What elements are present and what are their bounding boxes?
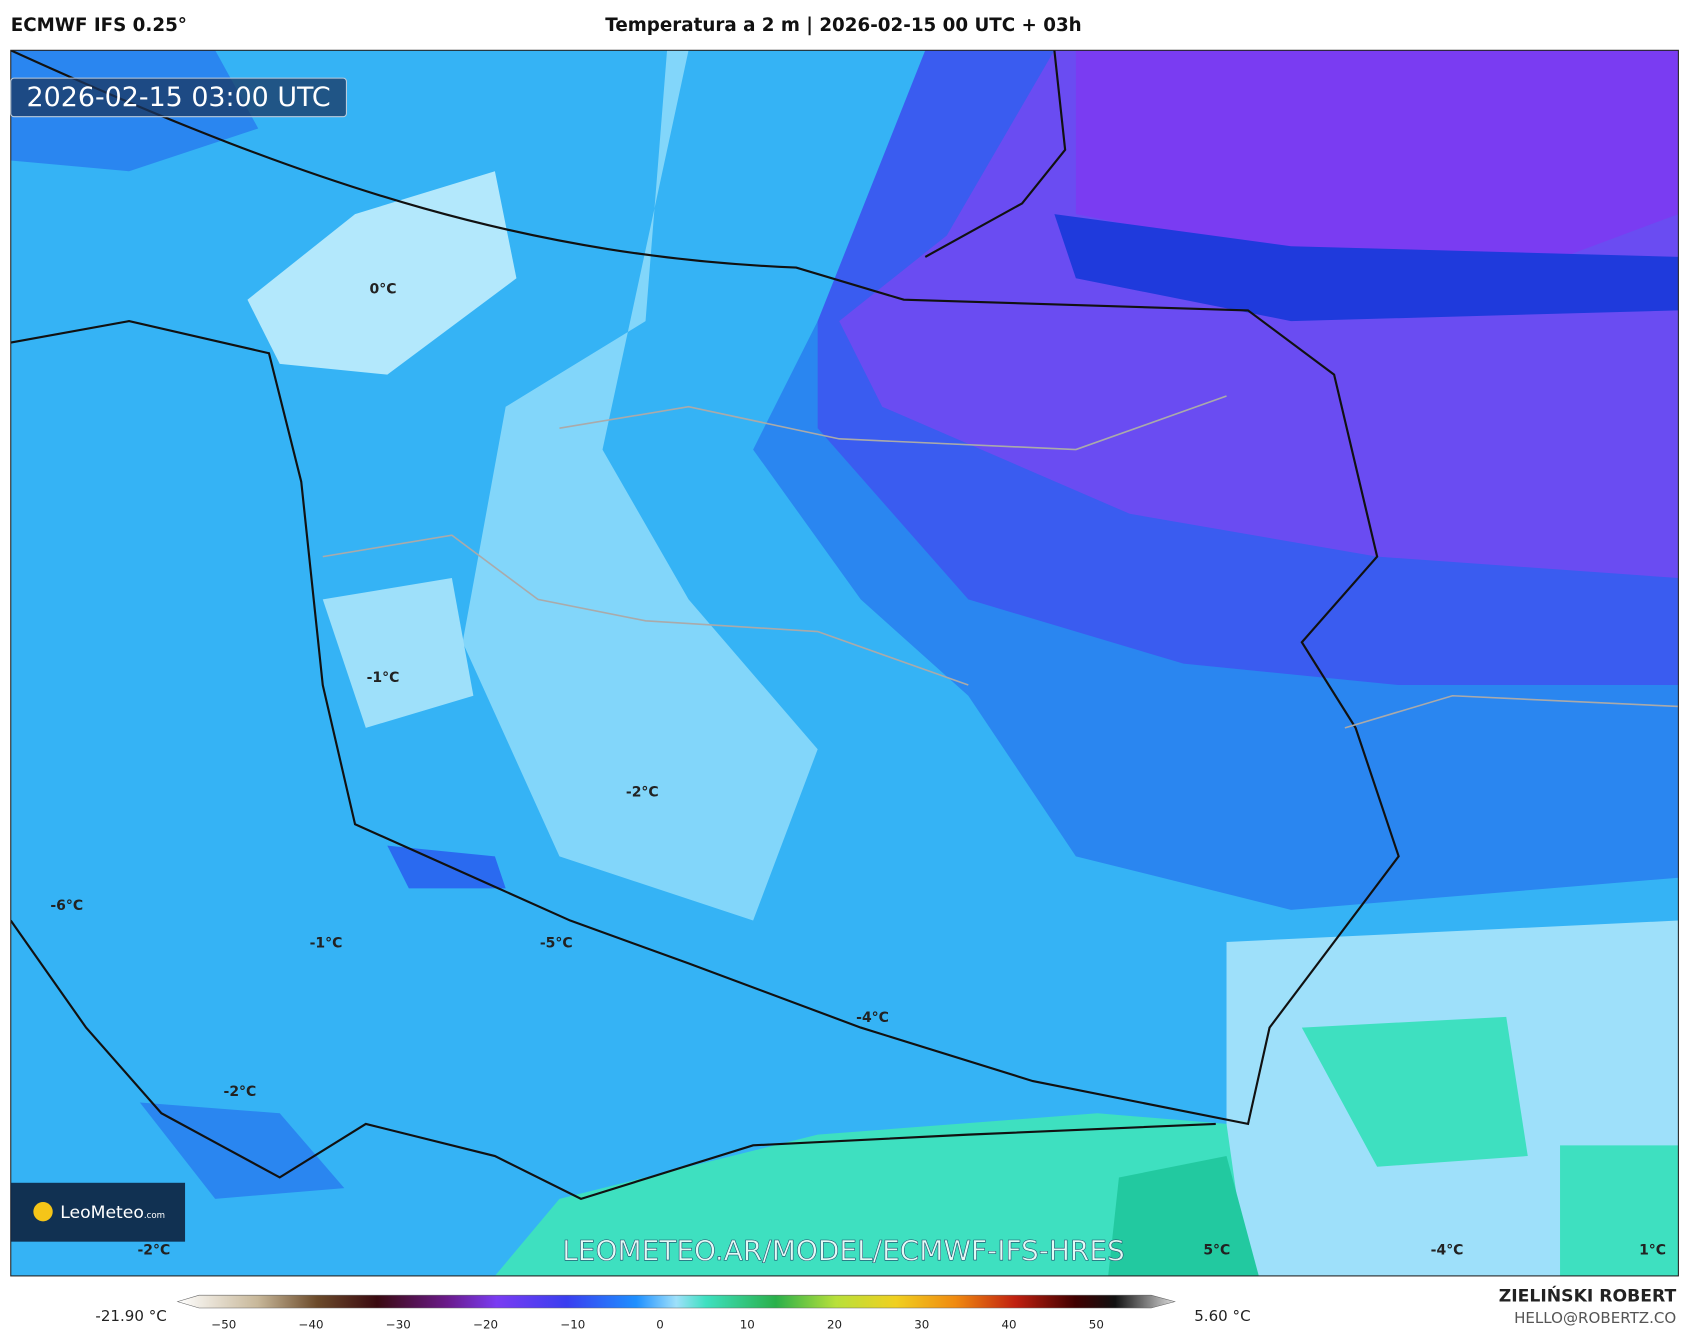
colorbar-min: -21.90 °C [95, 1307, 166, 1325]
colorbar-tick: 0 [656, 1317, 664, 1331]
colorbar-tick: 50 [1089, 1317, 1104, 1331]
colorbar-tick: 40 [1002, 1317, 1017, 1331]
colorbar-tick: 20 [827, 1317, 842, 1331]
contour-label: -5°C [540, 935, 573, 951]
contour-label: -6°C [50, 898, 83, 914]
colorbar-tick: 30 [914, 1317, 929, 1331]
contour-label: -2°C [224, 1084, 257, 1100]
map [10, 50, 1679, 1276]
timestamp-box [10, 77, 347, 118]
colorbar-tick: 10 [740, 1317, 755, 1331]
contour-label: -1°C [310, 935, 343, 951]
contact: HELLO@ROBERTZ.CO [1514, 1309, 1676, 1327]
model: ECMWF IFS 0.25° [11, 15, 187, 36]
colorbar [176, 1294, 1176, 1309]
contour-label: -2°C [626, 784, 659, 800]
colorbar-tick: −20 [473, 1317, 498, 1331]
contour-label: 0°C [370, 281, 397, 297]
logo-sun [33, 1202, 53, 1222]
contour-label: -4°C [1431, 1243, 1464, 1259]
contour-label: 1°C [1639, 1243, 1666, 1259]
watermark: LEOMETEO.AR/MODEL/ECMWF-IFS-HRES [562, 1234, 1125, 1267]
contour-label: 5°C [1203, 1243, 1230, 1259]
contour-label: -2°C [137, 1243, 170, 1259]
colorbar-ticks: −50 −40 −30 −20 −10 0 10 20 30 40 50 [211, 1317, 1104, 1331]
title: Temperatura a 2 m | 2026-02-15 00 UTC + … [605, 15, 1081, 36]
timestamp: 2026-02-15 03:00 UTC [27, 82, 331, 113]
logo: LeoMeteo.com [60, 1203, 165, 1223]
colorbar-tick: −30 [386, 1317, 411, 1331]
colorbar-tick: −10 [560, 1317, 585, 1331]
colorbar-max: 5.60 °C [1194, 1307, 1250, 1325]
contour-label: -1°C [367, 670, 400, 686]
contour-label: -4°C [856, 1010, 889, 1026]
author: ZIELIŃSKI ROBERT [1499, 1285, 1677, 1307]
colorbar-tick: −40 [299, 1317, 324, 1331]
colorbar-tick: −50 [211, 1317, 236, 1331]
